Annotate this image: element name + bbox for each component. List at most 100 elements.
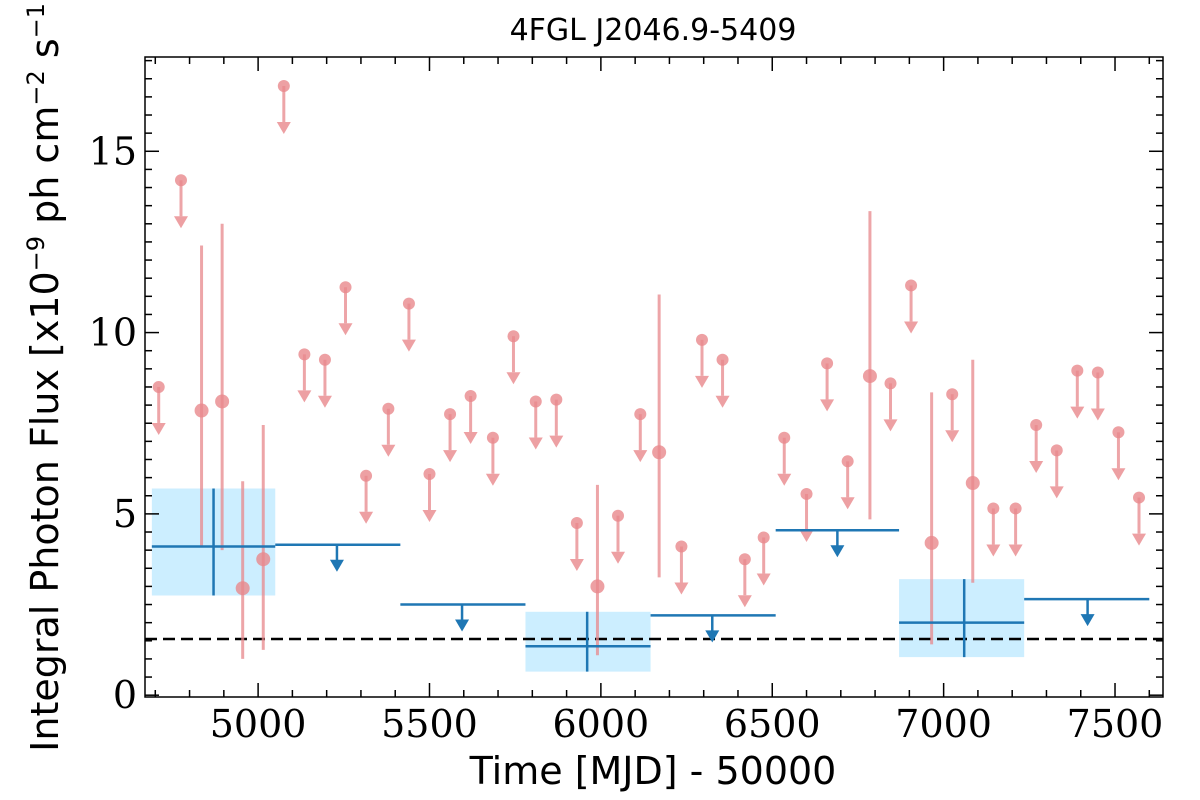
short-bin-ul-arrow-35 xyxy=(1070,406,1085,419)
short-bin-point-4 xyxy=(590,579,605,594)
short-bin-ul-arrow-10 xyxy=(443,450,458,463)
short-bin-point-1 xyxy=(215,394,230,409)
short-bin-ul-point-32 xyxy=(1009,502,1022,515)
short-bin-ul-point-16 xyxy=(570,516,583,529)
short-bin-ul-point-2 xyxy=(277,80,290,93)
short-bin-ul-point-12 xyxy=(486,431,499,444)
short-bin-ul-point-9 xyxy=(423,467,436,480)
short-bin-ul-arrow-36 xyxy=(1090,408,1105,421)
short-bin-ul-arrow-27 xyxy=(840,497,855,510)
short-bin-ul-arrow-17 xyxy=(611,551,626,564)
short-bin-ul-arrow-4 xyxy=(317,395,332,408)
short-bin-ul-point-4 xyxy=(318,353,331,366)
x-tick-label: 7000 xyxy=(895,702,992,746)
short-bin-ul-point-34 xyxy=(1050,444,1063,457)
short-bin-ul-arrow-23 xyxy=(756,573,771,586)
short-bin-ul-arrow-30 xyxy=(945,430,960,443)
short-bin-ul-arrow-28 xyxy=(883,419,898,432)
short-bin-ul-point-6 xyxy=(360,469,373,482)
short-bin-ul-point-0 xyxy=(152,380,165,393)
long-bin-ul-arrow-4 xyxy=(1080,614,1095,627)
short-bin-ul-arrow-20 xyxy=(694,375,709,388)
short-bin-ul-arrow-16 xyxy=(569,558,584,571)
short-bin-ul-point-23 xyxy=(757,531,770,544)
chart-title: 4FGL J2046.9-5409 xyxy=(510,13,797,48)
short-bin-ul-point-21 xyxy=(716,353,729,366)
short-bin-ul-point-36 xyxy=(1091,366,1104,379)
short-bin-ul-point-11 xyxy=(464,390,477,403)
short-bin-ul-point-14 xyxy=(529,395,542,408)
short-bin-ul-point-35 xyxy=(1071,364,1084,377)
short-bin-ul-point-10 xyxy=(444,408,457,421)
short-bin-ul-point-15 xyxy=(550,393,563,406)
y-tick-label: 0 xyxy=(113,673,137,717)
short-bin-ul-point-28 xyxy=(884,377,897,390)
short-bin-point-8 xyxy=(965,476,980,491)
short-bin-ul-arrow-8 xyxy=(401,339,416,352)
short-bin-ul-point-38 xyxy=(1133,491,1146,504)
short-bin-ul-point-7 xyxy=(382,402,395,415)
short-bin-point-0 xyxy=(194,403,209,418)
y-tick-label: 5 xyxy=(113,492,137,536)
short-bin-ul-point-25 xyxy=(800,487,813,500)
x-axis-label: Time [MJD] - 50000 xyxy=(469,749,837,793)
long-bin-ul-arrow-2 xyxy=(705,630,720,643)
short-bin-ul-arrow-26 xyxy=(820,399,835,412)
short-bin-point-7 xyxy=(924,535,939,550)
short-bin-ul-point-1 xyxy=(174,174,187,187)
short-bin-ul-arrow-3 xyxy=(297,390,312,403)
short-bin-point-5 xyxy=(652,445,667,460)
short-bin-ul-arrow-31 xyxy=(986,544,1001,557)
short-bin-ul-arrow-25 xyxy=(799,529,814,542)
short-bin-ul-point-8 xyxy=(402,297,415,310)
short-bin-ul-arrow-24 xyxy=(777,473,792,486)
short-bin-point-2 xyxy=(235,581,250,596)
x-tick-label: 6500 xyxy=(724,702,821,746)
short-bin-ul-point-3 xyxy=(298,348,311,361)
short-bin-ul-point-5 xyxy=(339,281,352,294)
short-bin-ul-arrow-22 xyxy=(737,595,752,608)
y-axis-label: Integral Photon Flux [x10−9 ph cm−2 s−1] xyxy=(22,0,67,752)
short-bin-ul-point-18 xyxy=(634,408,647,421)
short-bin-ul-point-31 xyxy=(987,502,1000,515)
short-bin-ul-arrow-38 xyxy=(1132,533,1147,546)
long-bin-band-2 xyxy=(899,579,1025,658)
y-tick-label: 10 xyxy=(89,311,137,355)
short-bin-ul-arrow-9 xyxy=(422,509,437,522)
short-bin-point-3 xyxy=(256,552,271,567)
short-bin-ul-point-27 xyxy=(841,455,854,468)
long-bin-ul-arrow-1 xyxy=(455,619,470,632)
short-bin-ul-arrow-29 xyxy=(904,321,919,334)
short-bin-ul-point-20 xyxy=(695,333,708,346)
short-bin-ul-arrow-13 xyxy=(506,372,521,385)
short-bin-ul-arrow-0 xyxy=(151,422,166,435)
short-bin-ul-point-29 xyxy=(905,279,918,292)
short-bin-ul-arrow-14 xyxy=(528,437,543,450)
short-bin-ul-arrow-18 xyxy=(633,450,648,463)
short-bin-ul-arrow-7 xyxy=(381,444,396,457)
short-bin-ul-point-13 xyxy=(507,330,520,343)
short-bin-ul-arrow-5 xyxy=(338,323,353,336)
long-bin-ul-arrow-3 xyxy=(830,545,845,558)
short-bin-ul-point-37 xyxy=(1112,426,1125,439)
short-bin-ul-arrow-19 xyxy=(674,582,689,595)
x-tick-label: 6000 xyxy=(553,702,650,746)
short-bin-ul-point-26 xyxy=(821,357,834,370)
y-tick-label: 15 xyxy=(89,129,137,173)
short-bin-ul-arrow-6 xyxy=(359,511,374,524)
short-bin-ul-arrow-12 xyxy=(485,473,500,486)
short-bin-ul-point-22 xyxy=(738,553,751,566)
x-tick-label: 7500 xyxy=(1067,702,1164,746)
short-bin-ul-arrow-32 xyxy=(1008,544,1023,557)
short-bin-point-6 xyxy=(862,369,877,384)
short-bin-ul-arrow-21 xyxy=(715,395,730,408)
short-bin-ul-arrow-1 xyxy=(173,216,188,229)
short-bin-ul-arrow-33 xyxy=(1029,461,1044,474)
short-bin-ul-arrow-15 xyxy=(549,435,564,448)
short-bin-ul-arrow-2 xyxy=(276,122,291,135)
x-tick-label: 5500 xyxy=(381,702,478,746)
short-bin-ul-point-17 xyxy=(612,509,625,522)
short-bin-ul-point-24 xyxy=(778,431,791,444)
short-bin-ul-point-19 xyxy=(675,540,688,553)
